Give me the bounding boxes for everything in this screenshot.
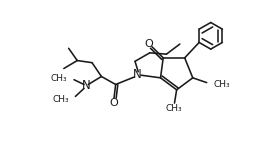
Text: CH₃: CH₃: [165, 104, 182, 114]
Text: O: O: [110, 98, 119, 108]
Text: N: N: [82, 79, 90, 92]
Text: CH₃: CH₃: [51, 74, 67, 83]
Text: N: N: [133, 68, 142, 81]
Text: CH₃: CH₃: [213, 80, 230, 89]
Text: CH₃: CH₃: [53, 95, 69, 104]
Text: O: O: [144, 39, 153, 49]
